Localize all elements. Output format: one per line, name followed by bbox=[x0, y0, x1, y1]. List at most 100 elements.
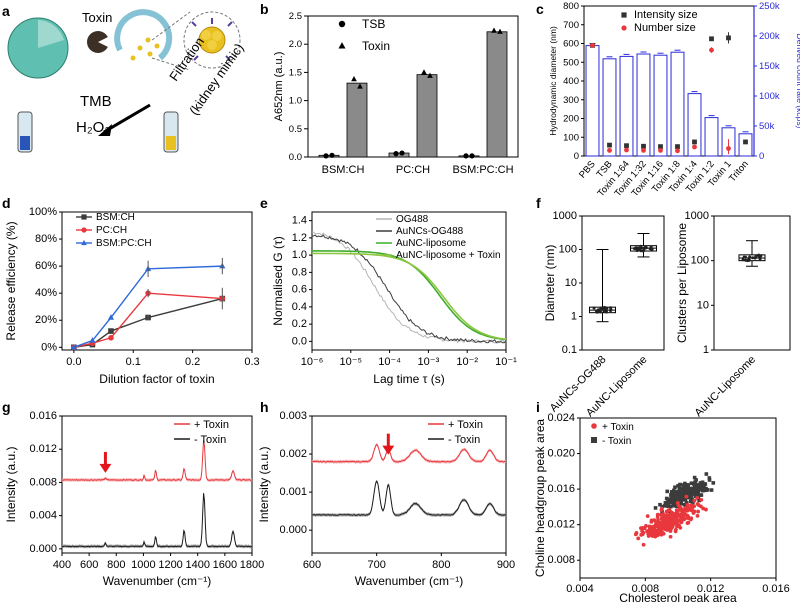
scatter-point-plus-toxin bbox=[646, 534, 651, 538]
legend-marker bbox=[591, 423, 597, 429]
legend-marker bbox=[81, 239, 87, 246]
scatter-point-minus-toxin bbox=[703, 488, 708, 493]
scatter-point-plus-toxin bbox=[668, 529, 673, 534]
x-axis-label: Wavenumber (cm⁻¹) bbox=[355, 574, 464, 588]
number-size-point bbox=[641, 147, 646, 153]
scatter-point-minus-toxin bbox=[693, 494, 698, 499]
y-tick-label: 0.001 bbox=[279, 486, 307, 498]
scatter-point-minus-toxin bbox=[682, 485, 687, 489]
y2-tick-label: 100k bbox=[759, 91, 780, 102]
x-axis-label: Wavenumber (cm⁻¹) bbox=[103, 574, 212, 588]
scatter-point-minus-toxin bbox=[698, 488, 703, 492]
number-size-point bbox=[658, 147, 663, 153]
x-tick-label: 0.2 bbox=[185, 356, 200, 368]
scatter-point-minus-toxin bbox=[683, 489, 688, 493]
count-rate-bar bbox=[619, 55, 634, 157]
box-datapoint bbox=[744, 258, 748, 262]
y-tick-label: 0% bbox=[41, 341, 57, 353]
box-datapoint bbox=[641, 249, 645, 253]
panel-i-letter: i bbox=[536, 399, 540, 415]
y-tick-label: 0.000 bbox=[279, 524, 307, 536]
y-axis-label: Clusters per Liposome bbox=[675, 223, 689, 343]
panel-e-letter: e bbox=[260, 195, 268, 211]
BSM:CH-point bbox=[108, 328, 114, 334]
scatter-point-plus-toxin bbox=[685, 516, 690, 520]
scatter-point-minus-toxin bbox=[704, 472, 709, 476]
scatter-point-plus-toxin bbox=[645, 514, 650, 518]
count-rate-bar bbox=[653, 54, 668, 157]
scatter-point-minus-toxin bbox=[663, 504, 667, 508]
scatter-point-minus-toxin bbox=[675, 495, 680, 500]
y-tick-label: 100% bbox=[29, 206, 57, 218]
bar-toxin bbox=[416, 74, 438, 158]
count-rate-bar bbox=[670, 51, 685, 157]
count-rate-bar bbox=[602, 58, 617, 157]
count-rate-bar bbox=[738, 133, 753, 157]
scatter-point-minus-toxin bbox=[682, 502, 687, 507]
scatter-point-plus-toxin bbox=[692, 498, 697, 503]
panel-h-chart: 0.000 0.001 0.002 0.003 600 700 800 900 Wavenumb… bbox=[257, 410, 515, 588]
y2-tick-label: 150k bbox=[759, 61, 780, 72]
spectrum-line-0 bbox=[311, 443, 507, 463]
scatter-point-minus-toxin bbox=[673, 485, 677, 490]
scatter-point-plus-toxin bbox=[655, 512, 660, 517]
intensity-size-point bbox=[658, 144, 663, 150]
data-point bbox=[351, 76, 357, 82]
y-tick-label: 0.024 bbox=[547, 412, 575, 424]
legend-label: Toxin bbox=[362, 39, 390, 53]
scatter-point-minus-toxin bbox=[674, 499, 679, 503]
legend-label: + Toxin bbox=[448, 419, 483, 431]
x-tick-label: Triton bbox=[727, 159, 751, 184]
intensity-size-point bbox=[692, 139, 697, 145]
process-arrow bbox=[103, 103, 151, 134]
box-datapoint bbox=[639, 249, 643, 253]
panel-b-chart: 0.0 0.5 1.0 1.5 2.0 2.5 A652nm (a.u.) BSM:CH PC:… bbox=[273, 11, 519, 176]
bar-toxin bbox=[346, 82, 368, 158]
box-datapoint bbox=[599, 306, 603, 310]
y-tick-label: 0.4 bbox=[292, 301, 307, 313]
scatter-point-minus-toxin bbox=[692, 475, 697, 480]
panel-g-letter: g bbox=[2, 399, 11, 415]
y-axis-label: Release efficiency (%) bbox=[4, 221, 18, 340]
panel-h-letter: h bbox=[260, 399, 269, 415]
scatter-point-minus-toxin bbox=[686, 491, 691, 496]
tmb-label: TMB bbox=[80, 93, 112, 110]
x-axis-label: Cholesterol peak area bbox=[619, 591, 737, 602]
scatter-point-minus-toxin bbox=[694, 484, 698, 489]
scatter-point-plus-toxin bbox=[676, 511, 681, 516]
box-datapoint bbox=[741, 258, 745, 262]
process-arrowhead bbox=[98, 124, 112, 136]
y-tick-label: 0.0 bbox=[292, 335, 307, 347]
plot-frame bbox=[61, 211, 253, 351]
scatter-point-plus-toxin bbox=[696, 509, 701, 514]
x-tick-label: 1600 bbox=[213, 559, 237, 571]
x-tick-label: 0.008 bbox=[632, 583, 660, 595]
y-tick-label: 40% bbox=[35, 287, 57, 299]
box-datapoint bbox=[744, 255, 748, 259]
plot-frame bbox=[311, 211, 507, 351]
scatter-point-plus-toxin bbox=[682, 509, 687, 513]
x-tick-label: 10⁻⁵ bbox=[339, 356, 362, 368]
y-tick-label: 700 bbox=[563, 20, 579, 31]
x-tick-label: PBS bbox=[577, 159, 598, 181]
intensity-size-point bbox=[624, 143, 629, 149]
spectrum-band-1 bbox=[312, 479, 506, 517]
h2o2-label: H₂O₂ bbox=[76, 119, 110, 136]
y2-tick-label: 200k bbox=[759, 31, 780, 42]
scatter-point-minus-toxin bbox=[677, 498, 681, 503]
legend-marker bbox=[81, 214, 87, 220]
scatter-point-minus-toxin bbox=[694, 478, 698, 482]
y-tick-label: 0.6 bbox=[292, 284, 307, 296]
y-tick-label: 1000 bbox=[685, 210, 709, 222]
scatter-point-minus-toxin bbox=[711, 481, 716, 485]
y-tick-label: 0.016 bbox=[29, 410, 57, 422]
bar-tsb bbox=[388, 152, 410, 158]
scatter-point-minus-toxin bbox=[678, 482, 682, 487]
scatter-point-plus-toxin bbox=[690, 503, 695, 508]
box-datapoint bbox=[594, 309, 598, 313]
plot-frame bbox=[311, 415, 507, 554]
scatter-point-minus-toxin bbox=[663, 501, 668, 505]
scatter-point-minus-toxin bbox=[697, 498, 702, 503]
